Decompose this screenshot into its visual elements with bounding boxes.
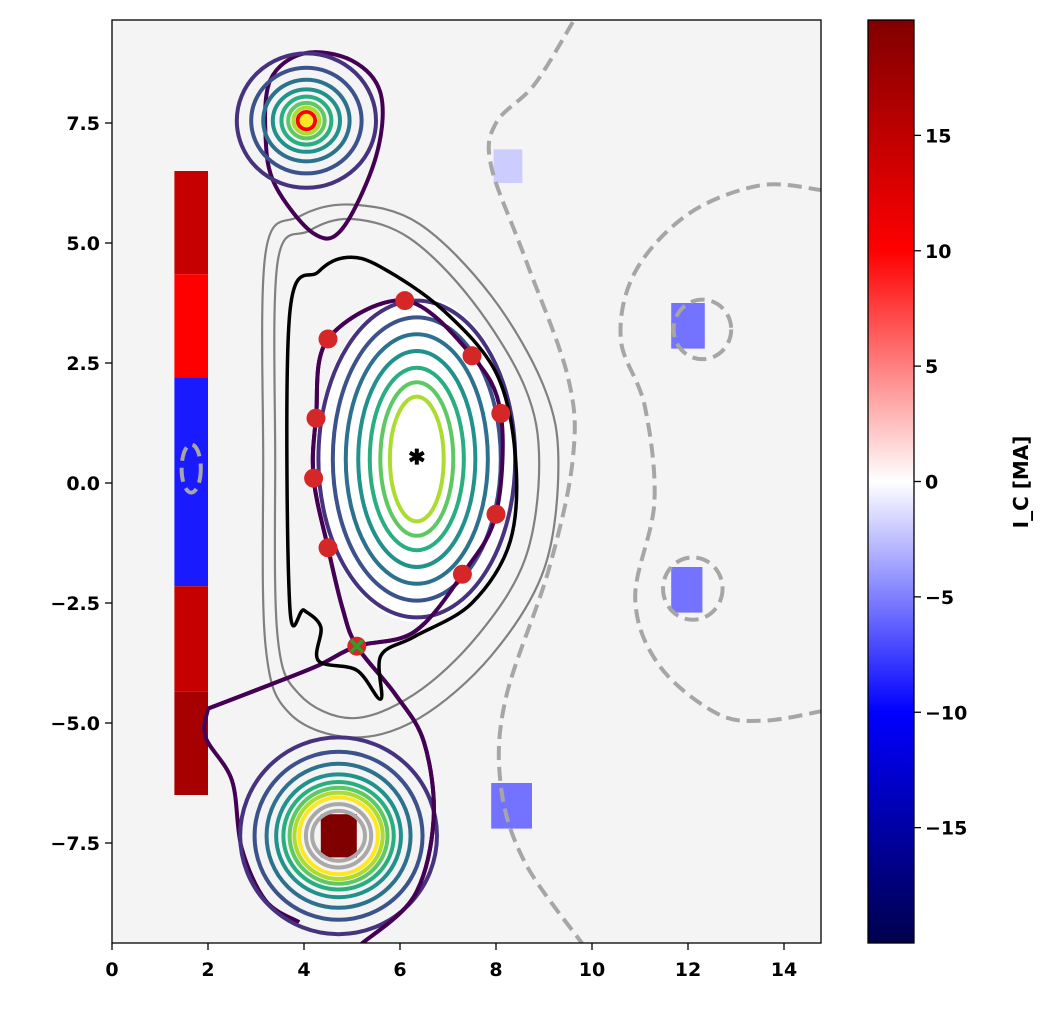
top-coil-contour	[295, 109, 318, 132]
separatrix-overlay	[207, 298, 505, 943]
bottom-coil-contour	[238, 735, 439, 937]
control-point	[462, 346, 482, 366]
colorbar-tick-label: 5	[925, 356, 938, 378]
control-point	[491, 403, 511, 423]
y-tick-label: 0.0	[66, 473, 100, 495]
bottom-coil-contour	[297, 795, 380, 877]
magnetic-axis-marker	[408, 448, 425, 465]
bottom-coil-contour	[310, 808, 367, 863]
coil-pf-3	[671, 567, 703, 613]
x-tick-label: 12	[675, 959, 701, 981]
coil-cs-3	[174, 377, 208, 483]
coil-pf-2	[671, 303, 705, 349]
colorbar-tick-label: 10	[925, 241, 951, 263]
colorbar-tick-label: −15	[925, 818, 967, 840]
top-coil-contour	[286, 100, 327, 141]
x-tick-label: 4	[297, 959, 310, 981]
colorbar-ticks: 15 10 5 0 −5 −10 −15	[914, 125, 967, 840]
top-coil-contour	[299, 113, 314, 128]
bottom-coil-contour	[303, 802, 374, 870]
control-point	[318, 538, 338, 558]
coil-cs-4	[174, 483, 208, 587]
bottom-coil-contour	[281, 780, 396, 892]
x-tick-label: 0	[105, 959, 118, 981]
x-tick-label: 10	[579, 959, 605, 981]
x-tick-label: 6	[393, 959, 406, 981]
y-tick-label: −2.5	[50, 593, 100, 615]
x-tick-label: 8	[489, 959, 502, 981]
colorbar-label: I_C [MA]	[1009, 436, 1033, 529]
control-point	[395, 291, 415, 311]
plasma-flux-contour	[378, 380, 456, 538]
top-coil-contour	[270, 87, 342, 154]
zero-contour	[618, 182, 821, 723]
y-axis: 7.5 5.0 2.5 0.0 −2.5 −5.0 −7.5	[50, 113, 112, 855]
plasma-flux-contour	[343, 332, 490, 586]
y-tick-label: 2.5	[66, 353, 100, 375]
coil-cs-1	[174, 171, 208, 275]
coil-div-coil	[320, 814, 357, 858]
flux-contour-outer	[273, 217, 541, 720]
top-coil-contour-outer	[263, 50, 385, 241]
limiter-wall	[285, 255, 519, 701]
plot-area	[174, 21, 821, 943]
control-point	[306, 408, 326, 428]
flux-contour-outer	[261, 203, 560, 739]
bottom-coil-contour	[252, 749, 425, 922]
zero-contour-loop	[671, 297, 734, 362]
bottom-coil-contour	[274, 772, 403, 900]
colorbar-tick-label: 0	[925, 472, 938, 494]
colorbar	[867, 19, 915, 944]
y-tick-label: 7.5	[66, 113, 100, 135]
coil-cs-2	[174, 274, 208, 378]
top-coil-contour	[291, 105, 322, 136]
bottom-coil-contour	[287, 785, 390, 886]
coil-pf-1	[493, 149, 523, 183]
plot-frame	[111, 19, 822, 944]
control-point	[304, 468, 324, 488]
coil-cs-5	[174, 586, 208, 692]
x-axis: 0 2 4 6 8 10 12 14	[105, 943, 797, 981]
top-coil-contour	[249, 65, 364, 176]
plasma-flux-contour	[367, 365, 466, 553]
colorbar-tick-label: 15	[925, 125, 951, 147]
plasma-flux-contour	[387, 394, 446, 524]
x-tick-label: 14	[771, 959, 797, 981]
coil-pf-4	[491, 783, 532, 829]
x-tick-label: 2	[201, 959, 214, 981]
bottom-coil-contour	[292, 790, 385, 881]
coil-cs-6	[174, 691, 208, 795]
top-coil-contour	[234, 51, 378, 190]
y-tick-label: 5.0	[66, 233, 100, 255]
colorbar-tick-label: −10	[925, 702, 967, 724]
zero-contour-loop	[661, 555, 725, 622]
plasma-flux-contour	[356, 349, 478, 569]
control-point	[486, 504, 506, 524]
colorbar-tick-label: −5	[925, 587, 954, 609]
top-coil-contour	[279, 94, 334, 147]
top-coil-peak	[302, 116, 311, 125]
y-tick-label: −7.5	[50, 833, 100, 855]
control-point	[318, 329, 338, 349]
y-tick-label: −5.0	[50, 713, 100, 735]
zero-contour	[486, 21, 585, 943]
x-point-marker	[349, 638, 365, 654]
bottom-coil-contour	[264, 761, 413, 910]
top-coil-contour	[261, 77, 352, 164]
control-point	[452, 564, 472, 584]
zero-contour-loop	[179, 442, 203, 495]
